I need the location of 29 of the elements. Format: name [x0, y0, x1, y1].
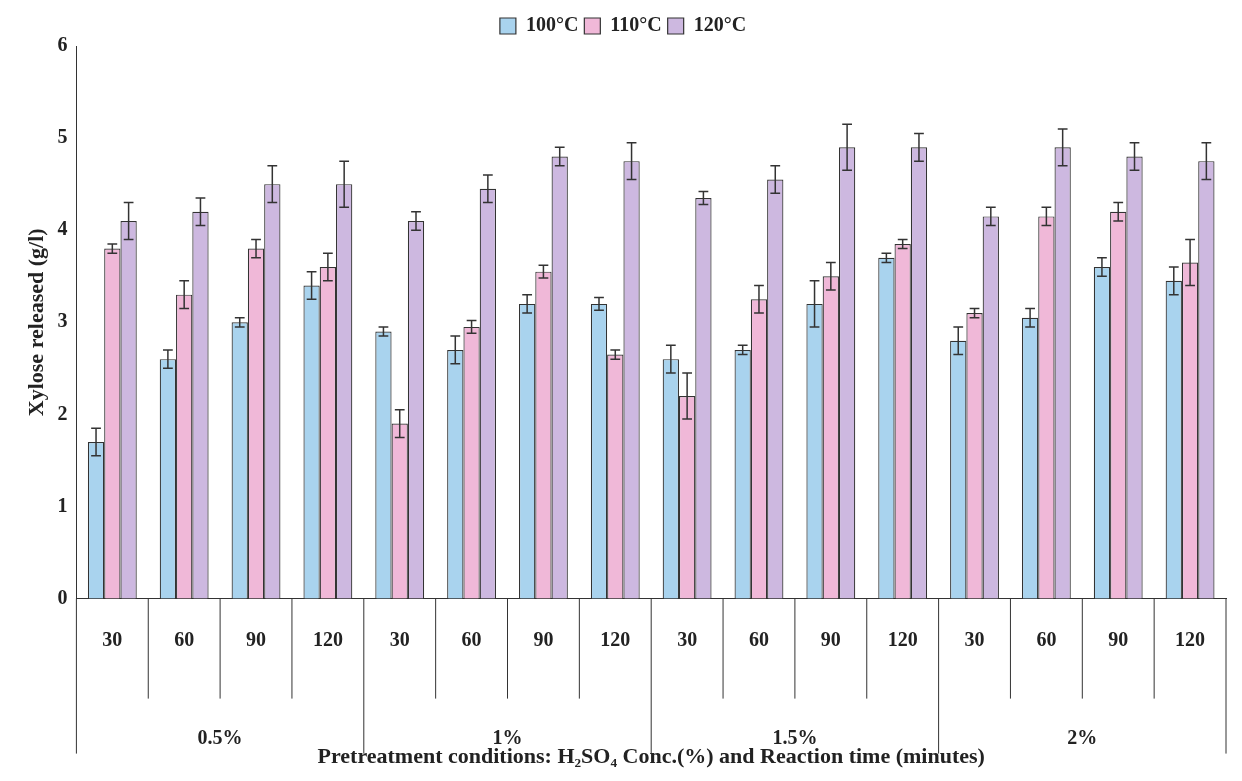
- x-tick-label: 30: [102, 627, 123, 650]
- x-tick-label: 90: [533, 627, 554, 650]
- text: 2%: [1067, 725, 1098, 748]
- y-tick-label: 2: [57, 401, 68, 424]
- x-tick-label: 120: [1175, 627, 1206, 650]
- y-tick-label: 6: [57, 33, 68, 56]
- x-tick-label: 60: [174, 627, 195, 650]
- legend-label: 100°C: [525, 13, 579, 36]
- x-tick-label: 30: [677, 627, 698, 650]
- y-tick-label: 4: [57, 217, 68, 240]
- y-axis-title: Xylose released (g/l): [22, 228, 48, 417]
- x-tick-label: 30: [964, 627, 985, 650]
- y-tick-label: 3: [57, 309, 68, 332]
- y-tick-label: 5: [57, 125, 68, 148]
- x-tick-label: 90: [820, 627, 841, 650]
- x-tick-label: 120: [312, 627, 343, 650]
- text: 0.5%: [197, 725, 243, 748]
- x-tick-label: 60: [461, 627, 482, 650]
- y-tick-label: 1: [57, 493, 68, 516]
- x-tick-label: 120: [600, 627, 631, 650]
- x-tick-label: 30: [389, 627, 410, 650]
- x-tick-label: 90: [246, 627, 267, 650]
- x-tick-label: 120: [887, 627, 918, 650]
- legend-label: 120°C: [693, 13, 747, 36]
- x-tick-label: 90: [1108, 627, 1129, 650]
- x-tick-label: 60: [748, 627, 769, 650]
- legend-label: 110°C: [610, 13, 662, 36]
- y-tick-label: 0: [57, 585, 68, 608]
- x-tick-label: 60: [1036, 627, 1057, 650]
